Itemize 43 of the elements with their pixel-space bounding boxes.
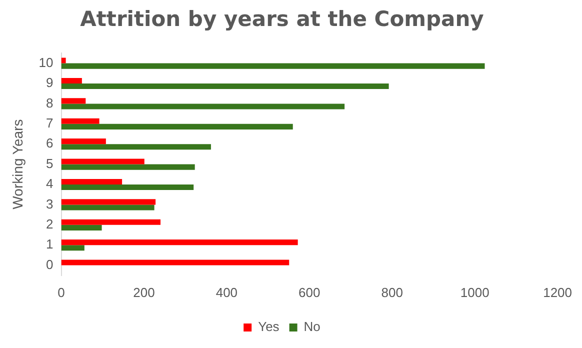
bar: [61, 178, 122, 184]
bar: [61, 240, 298, 246]
bar: [61, 164, 195, 170]
bar: [61, 204, 154, 210]
y-tick-label: 4: [46, 176, 54, 192]
bar: [61, 199, 156, 205]
x-tick-label: 1200: [543, 284, 572, 300]
bar: [61, 104, 345, 110]
bar: [61, 224, 102, 230]
bar: [61, 124, 293, 130]
x-tick-label: 0: [58, 284, 65, 300]
bar: [61, 260, 290, 266]
legend-label: No: [304, 319, 320, 334]
y-tick-label: 9: [46, 75, 54, 90]
y-tick-label: 3: [46, 196, 54, 212]
y-tick-label: 2: [46, 216, 54, 232]
bar: [61, 84, 389, 90]
y-tick-label: 10: [38, 54, 54, 70]
legend-label: Yes: [258, 319, 280, 334]
x-tick-label: 1000: [460, 284, 490, 300]
bar: [61, 138, 106, 144]
bar: [61, 63, 485, 69]
bar: [61, 118, 100, 124]
x-tick-label: 800: [381, 284, 403, 300]
y-tick-label: 7: [46, 115, 54, 130]
bar: [61, 58, 66, 64]
y-tick-label: 1: [46, 236, 54, 252]
bar: [61, 78, 82, 84]
y-tick-label: 5: [46, 156, 54, 171]
bar: [61, 219, 161, 225]
x-tick-label: 400: [216, 284, 238, 300]
bar: [61, 245, 84, 251]
bar: [61, 98, 86, 104]
y-tick-label: 8: [46, 95, 54, 110]
y-tick-label: 6: [46, 136, 54, 151]
x-tick-label: 600: [298, 284, 320, 300]
bar: [61, 184, 194, 190]
bar: [61, 158, 144, 164]
y-axis-title: Working Years: [9, 119, 26, 210]
chart-title: Attrition by years at the Company: [80, 7, 484, 32]
y-tick-label: 0: [46, 256, 54, 272]
bar: [61, 144, 211, 150]
x-tick-label: 200: [133, 284, 155, 300]
